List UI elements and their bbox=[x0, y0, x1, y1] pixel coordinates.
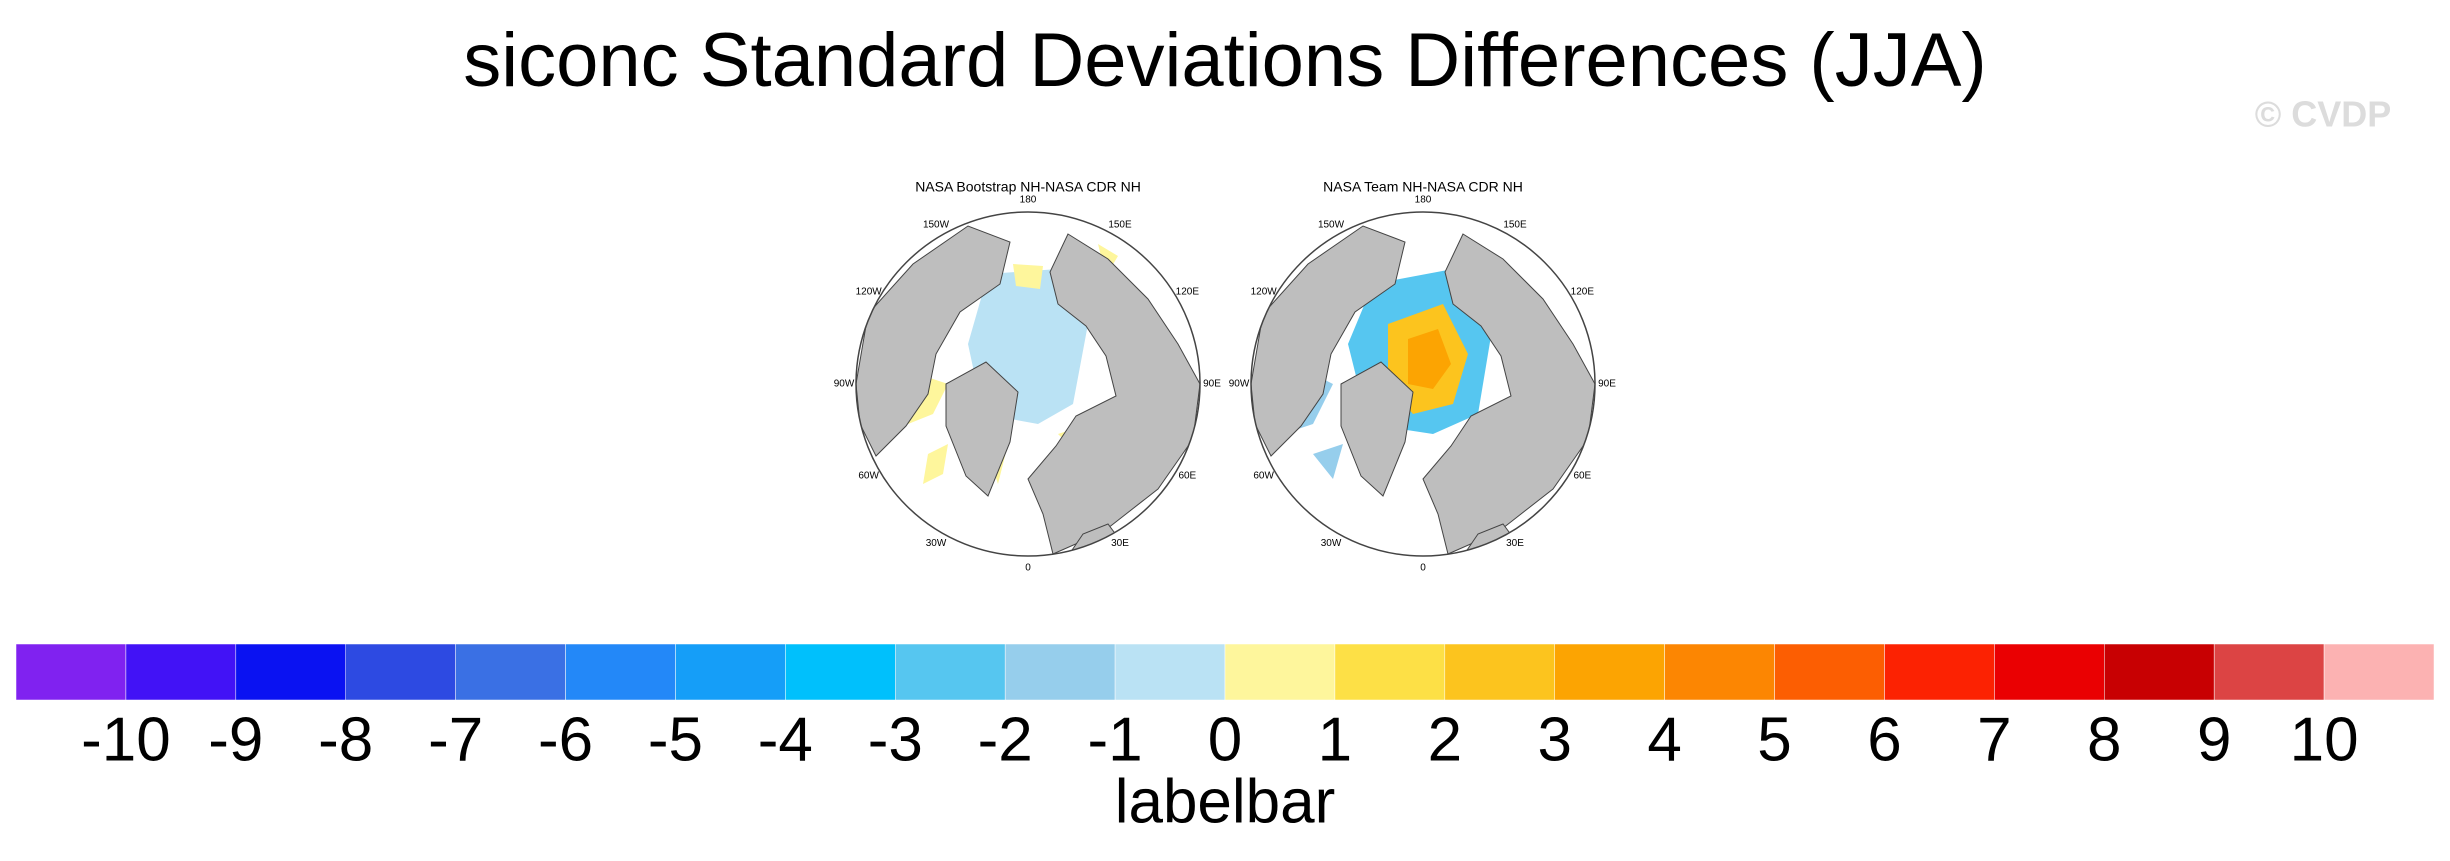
colorbar-tick-label: -6 bbox=[538, 705, 593, 774]
panel-title: NASA Team NH-NASA CDR NH bbox=[1323, 179, 1523, 195]
colorbar-tick-label: -7 bbox=[428, 705, 483, 774]
longitude-label: 90W bbox=[1229, 379, 1250, 390]
colorbar-tick-label: 5 bbox=[1757, 705, 1791, 774]
longitude-label: 30E bbox=[1506, 538, 1524, 549]
colorbar-tick-label: 6 bbox=[1867, 705, 1901, 774]
colorbar-box bbox=[1774, 643, 1885, 701]
longitude-label: 60W bbox=[858, 471, 879, 482]
colorbar-box bbox=[1664, 643, 1775, 701]
colorbar-box bbox=[2104, 643, 2215, 701]
colorbar-tick-label: 7 bbox=[1977, 705, 2011, 774]
map-panel: NASA Bootstrap NH-NASA CDR NH 0 30E 60E 90E… bbox=[834, 179, 1222, 574]
watermark: © CVDP bbox=[2255, 94, 2392, 135]
colorbar-tick-label: 10 bbox=[2290, 705, 2359, 774]
colorbar-box bbox=[895, 643, 1006, 701]
colorbar-box bbox=[15, 643, 127, 701]
colorbar-box bbox=[1884, 643, 1995, 701]
colorbar-box bbox=[2323, 643, 2435, 701]
colorbar-tick-label: 4 bbox=[1647, 705, 1681, 774]
colorbar-box bbox=[565, 643, 676, 701]
longitude-label: 0 bbox=[1420, 563, 1426, 574]
colorbar-tick-label: -5 bbox=[648, 705, 703, 774]
colorbar-tick-label: 2 bbox=[1428, 705, 1462, 774]
colorbar-tick-label: 9 bbox=[2197, 705, 2231, 774]
colorbar-box bbox=[345, 643, 456, 701]
longitude-label: 120E bbox=[1176, 287, 1200, 298]
colorbar-box bbox=[785, 643, 896, 701]
colorbar-box bbox=[1554, 643, 1665, 701]
map-panel: NASA Team NH-NASA CDR NH 0 30E 60E 90E 120E 1… bbox=[1229, 179, 1617, 574]
longitude-label: 60W bbox=[1253, 471, 1274, 482]
colorbar-box bbox=[1224, 643, 1336, 701]
longitude-label: 180 bbox=[1415, 195, 1432, 206]
colorbar-tick-label: -4 bbox=[758, 705, 813, 774]
longitude-label: 90E bbox=[1203, 379, 1221, 390]
colorbar-box bbox=[1004, 643, 1116, 701]
colorbar-tick-label: -1 bbox=[1088, 705, 1143, 774]
colorbar-tick-label: -8 bbox=[318, 705, 373, 774]
colorbar-box bbox=[1994, 643, 2105, 701]
colorbar-box bbox=[1444, 643, 1555, 701]
longitude-label: 120E bbox=[1571, 287, 1595, 298]
longitude-label: 90W bbox=[834, 379, 855, 390]
title: siconc Standard Deviations Differences (… bbox=[463, 18, 1987, 103]
colorbar-tick-label: -2 bbox=[978, 705, 1033, 774]
colorbar-box bbox=[455, 643, 566, 701]
longitude-label: 60E bbox=[1178, 471, 1196, 482]
longitude-label: 150W bbox=[1318, 219, 1345, 230]
longitude-label: 0 bbox=[1025, 563, 1031, 574]
colorbar-box bbox=[125, 643, 237, 701]
longitude-label: 180 bbox=[1020, 195, 1037, 206]
colorbar-tick-label: 0 bbox=[1208, 705, 1242, 774]
colorbar-box bbox=[1114, 643, 1226, 701]
colorbar-box bbox=[235, 643, 346, 701]
longitude-label: 150E bbox=[1503, 219, 1527, 230]
longitude-label: 120W bbox=[856, 287, 883, 298]
colorbar-tick-label: -10 bbox=[81, 705, 171, 774]
longitude-label: 120W bbox=[1251, 287, 1278, 298]
panel-title: NASA Bootstrap NH-NASA CDR NH bbox=[915, 179, 1141, 195]
colorbar-tick-label: 3 bbox=[1537, 705, 1571, 774]
longitude-label: 60E bbox=[1573, 471, 1591, 482]
colorbar-tick-label: 1 bbox=[1318, 705, 1352, 774]
ice-change-area bbox=[908, 244, 1118, 484]
colorbar-box bbox=[675, 643, 786, 701]
longitude-label: 150E bbox=[1108, 219, 1132, 230]
colorbar-label: labelbar bbox=[1115, 767, 1336, 836]
longitude-label: 30W bbox=[1321, 538, 1342, 549]
colorbar-box bbox=[2213, 643, 2325, 701]
longitude-label: 150W bbox=[923, 219, 950, 230]
ice-change-area bbox=[1408, 329, 1451, 389]
colorbar-box bbox=[1334, 643, 1446, 701]
longitude-label: 90E bbox=[1598, 379, 1616, 390]
colorbar-tick-label: -9 bbox=[208, 705, 263, 774]
colorbar-tick-label: 8 bbox=[2087, 705, 2121, 774]
longitude-label: 30E bbox=[1111, 538, 1129, 549]
colorbar-tick-label: -3 bbox=[868, 705, 923, 774]
longitude-label: 30W bbox=[926, 538, 947, 549]
